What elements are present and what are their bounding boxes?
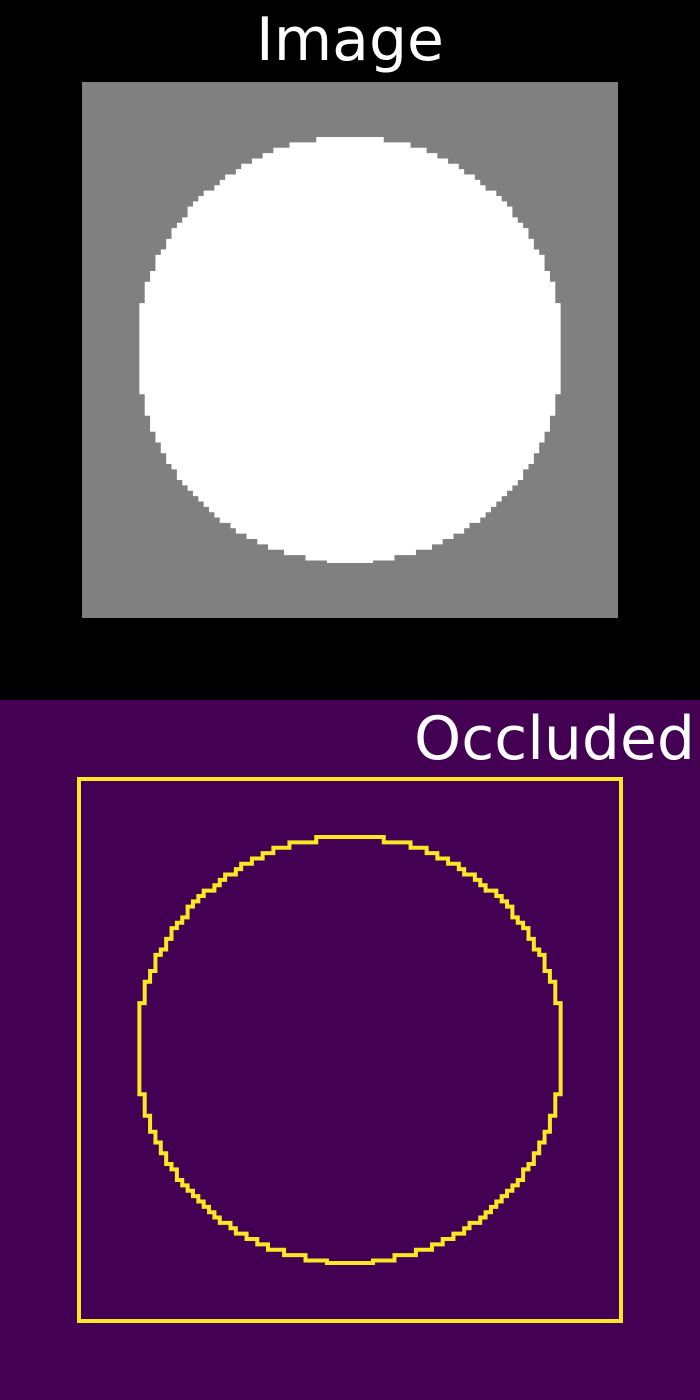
occluded-canvas <box>77 777 623 1323</box>
circle-outline <box>137 835 563 1265</box>
image-panel: Image <box>82 5 618 618</box>
white-disk <box>139 137 561 563</box>
occluded-panel-title: Occluded <box>414 704 695 774</box>
image-canvas <box>82 82 618 618</box>
square-outline <box>77 777 623 1323</box>
image-panel-title: Image <box>256 5 444 75</box>
occluded-panel: Occluded <box>0 700 700 1400</box>
